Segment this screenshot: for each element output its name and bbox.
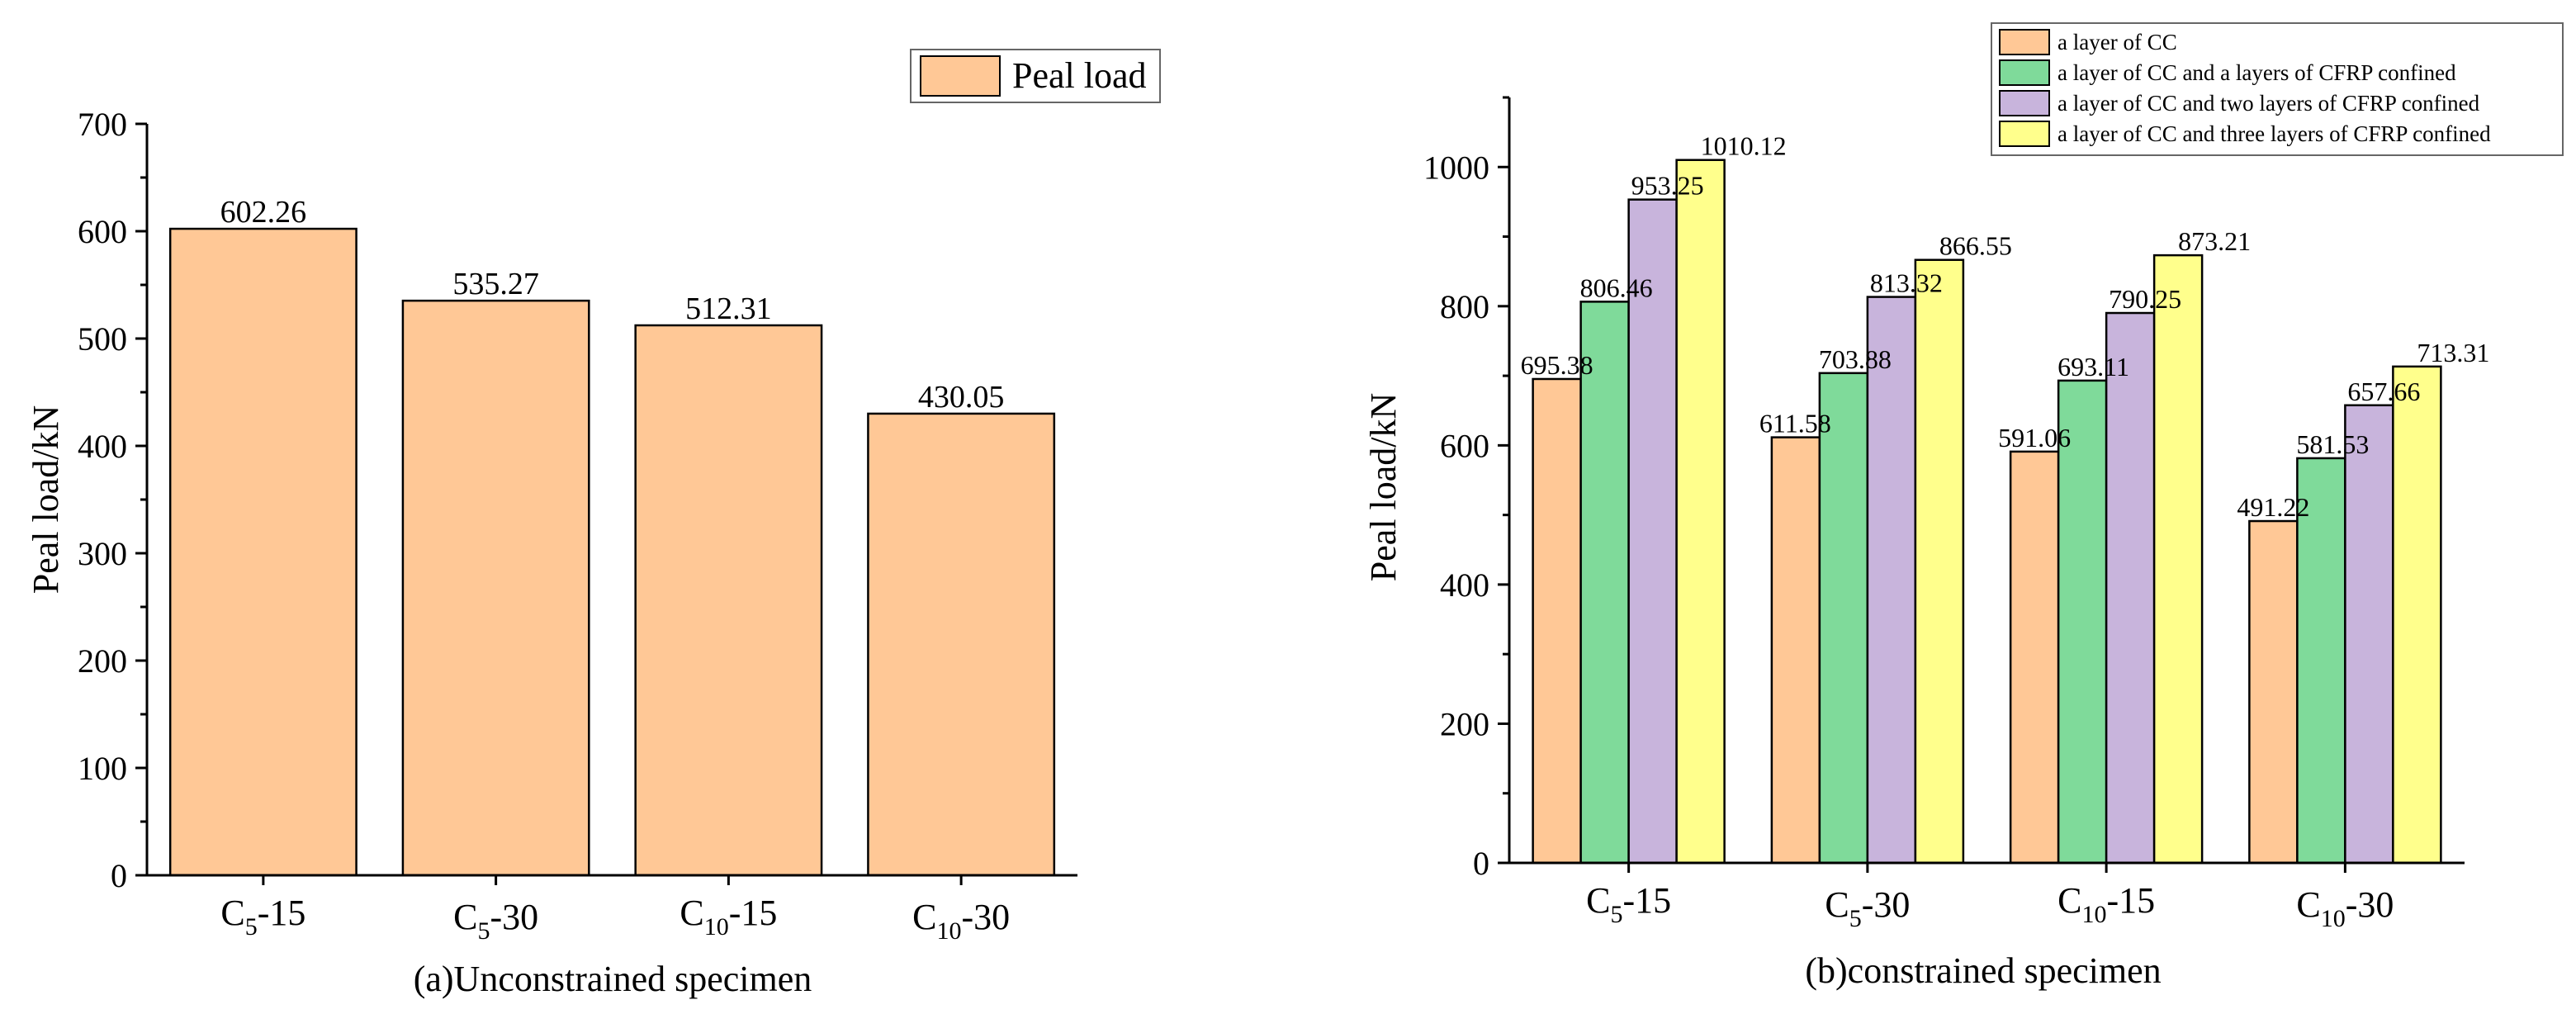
- chart-b-x-ticks: C5-15 C5-30 C10-15 C10-30: [1586, 863, 2394, 932]
- chart-a-y-tick-label: 200: [78, 642, 127, 680]
- chart-a-legend-label: Peal load: [1012, 55, 1147, 96]
- chart-b-x-tick-label: C10-30: [2296, 884, 2394, 932]
- chart-b-bar-label: 491.22: [2237, 492, 2309, 522]
- chart-a-bar-label: 535.27: [452, 267, 539, 301]
- chart-b-y-axis-title: Peal load/kN: [1363, 393, 1404, 582]
- chart-a-y-tick-label: 0: [111, 857, 127, 894]
- chart-b-x-tick-label: C10-15: [2057, 880, 2155, 928]
- chart-a-bar: [401, 299, 590, 877]
- chart-b-legend-label: a layer of CC and two layers of CFRP con…: [2057, 91, 2480, 116]
- chart-a-bar: [867, 412, 1056, 877]
- chart-b-legend-swatch: [1999, 90, 2050, 116]
- chart-b-caption: (b)constrained specimen: [1805, 950, 2161, 991]
- chart-a-bar: [634, 324, 823, 877]
- chart-b-y-tick-label: 0: [1473, 845, 1489, 882]
- chart-a-x-tick-label: C10-15: [680, 893, 777, 941]
- chart-b-bar-label: 657.66: [2347, 377, 2420, 406]
- chart-a-data-labels: 602.26 535.27 512.31 430.05: [220, 195, 1005, 415]
- chart-a-y-tick-label: 300: [78, 535, 127, 572]
- chart-b-bar: [2344, 404, 2394, 865]
- chart-b-x-tick-label: C5-30: [1825, 884, 1910, 932]
- chart-a-bars: [168, 227, 1056, 877]
- chart-b-bar-label: 813.32: [1870, 268, 1943, 298]
- chart-b-legend-label: a layer of CC and three layers of CFRP c…: [2057, 121, 2491, 146]
- chart-b-y-tick-label: 400: [1440, 566, 1489, 604]
- chart-b-bar-label: 591.06: [1998, 423, 2071, 453]
- chart-a-y-tick-label: 500: [78, 320, 127, 358]
- chart-b-y-tick-label: 1000: [1423, 149, 1489, 186]
- chart-b-bar-label: 873.21: [2178, 226, 2251, 256]
- chart-a-caption: (a)Unconstrained specimen: [414, 959, 812, 999]
- chart-a-bar-label: 602.26: [220, 195, 307, 230]
- chart-b-legend-swatch: [1999, 59, 2050, 86]
- chart-b-y-tick-label: 200: [1440, 705, 1489, 742]
- chart-a-x-ticks: C5-15 C5-30 C10-15 C10-30: [220, 875, 1010, 945]
- chart-b-y-ticks: 0 200 400 600 800 1000: [1423, 96, 1509, 882]
- chart-b-bar-label: 703.88: [1819, 344, 1892, 374]
- chart-b-bar: [2392, 365, 2442, 865]
- chart-b-bar: [1675, 159, 1726, 865]
- chart-a-x-tick-label: C10-30: [912, 897, 1010, 945]
- chart-b-bar: [1866, 296, 1917, 865]
- chart-b-bar: [2152, 254, 2204, 865]
- chart-a-y-axis-title: Peal load/kN: [26, 405, 66, 595]
- chart-b-data-labels: 695.38 806.46 953.25 1010.12 611.58 703.88 813…: [1521, 131, 2490, 522]
- chart-a-y-tick-label: 700: [78, 106, 127, 143]
- chart-b-legend-swatch: [1999, 29, 2050, 55]
- chart-b-bar: [2009, 450, 2060, 865]
- chart-b-bar-label: 790.25: [2109, 284, 2181, 314]
- chart-b-x-tick-label: C5-15: [1586, 880, 1671, 928]
- chart-a-bar: [168, 227, 358, 877]
- chart-b-bar-label: 806.46: [1580, 272, 1653, 302]
- chart-a-x-tick-label: C5-30: [453, 897, 538, 945]
- chart-b-bar: [1914, 258, 1965, 865]
- chart-b-bar: [2057, 379, 2108, 865]
- chart-b-legend-swatch: [1999, 121, 2050, 147]
- chart-a-y-tick-label: 400: [78, 428, 127, 465]
- chart-b-bar-label: 611.58: [1759, 409, 1831, 438]
- chart-b-bar: [1579, 301, 1630, 865]
- chart-b-bar-label: 693.11: [2057, 352, 2129, 381]
- chart-b-bar: [1818, 372, 1869, 865]
- chart-b-bar: [1532, 377, 1582, 865]
- chart-a-legend-swatch: [920, 55, 1001, 97]
- chart-b-bars: [1532, 159, 2442, 865]
- chart-a: 602.26 535.27 512.31 430.05 0 100 200 300 400 50…: [26, 49, 1161, 999]
- chart-b-bar: [2105, 311, 2156, 865]
- chart-b-bar: [1770, 436, 1821, 865]
- chart-b-bar-label: 695.38: [1521, 350, 1593, 380]
- chart-b-bar-label: 953.25: [1631, 171, 1704, 201]
- chart-b-bar-label: 866.55: [1939, 231, 2012, 261]
- chart-a-x-tick-label: C5-15: [220, 893, 305, 941]
- chart-a-y-tick-label: 600: [78, 213, 127, 250]
- chart-b: 695.38 806.46 953.25 1010.12 611.58 703.88 813…: [1363, 22, 2564, 991]
- chart-b-bar-label: 713.31: [2417, 338, 2489, 367]
- chart-b-legend-label: a layer of CC and a layers of CFRP confi…: [2057, 60, 2456, 85]
- chart-b-bar: [2248, 519, 2299, 865]
- chart-a-y-tick-label: 100: [78, 750, 127, 787]
- chart-b-legend-label: a layer of CC: [2057, 30, 2177, 54]
- chart-b-bar-label: 581.53: [2296, 429, 2369, 459]
- chart-b-legend: a layer of CC a layer of CC and a layers …: [1991, 22, 2564, 156]
- chart-a-bar-label: 430.05: [918, 380, 1005, 415]
- chart-a-y-ticks: 0 100 200 300 400 500 600 700: [78, 106, 147, 894]
- chart-b-bar-label: 1010.12: [1701, 131, 1787, 161]
- chart-b-y-tick-label: 800: [1440, 288, 1489, 325]
- chart-b-y-tick-label: 600: [1440, 427, 1489, 464]
- chart-b-bar: [2296, 457, 2346, 865]
- chart-a-bar-label: 512.31: [685, 291, 772, 326]
- chart-a-legend: Peal load: [910, 49, 1161, 103]
- chart-b-legend-box: [1991, 22, 2564, 156]
